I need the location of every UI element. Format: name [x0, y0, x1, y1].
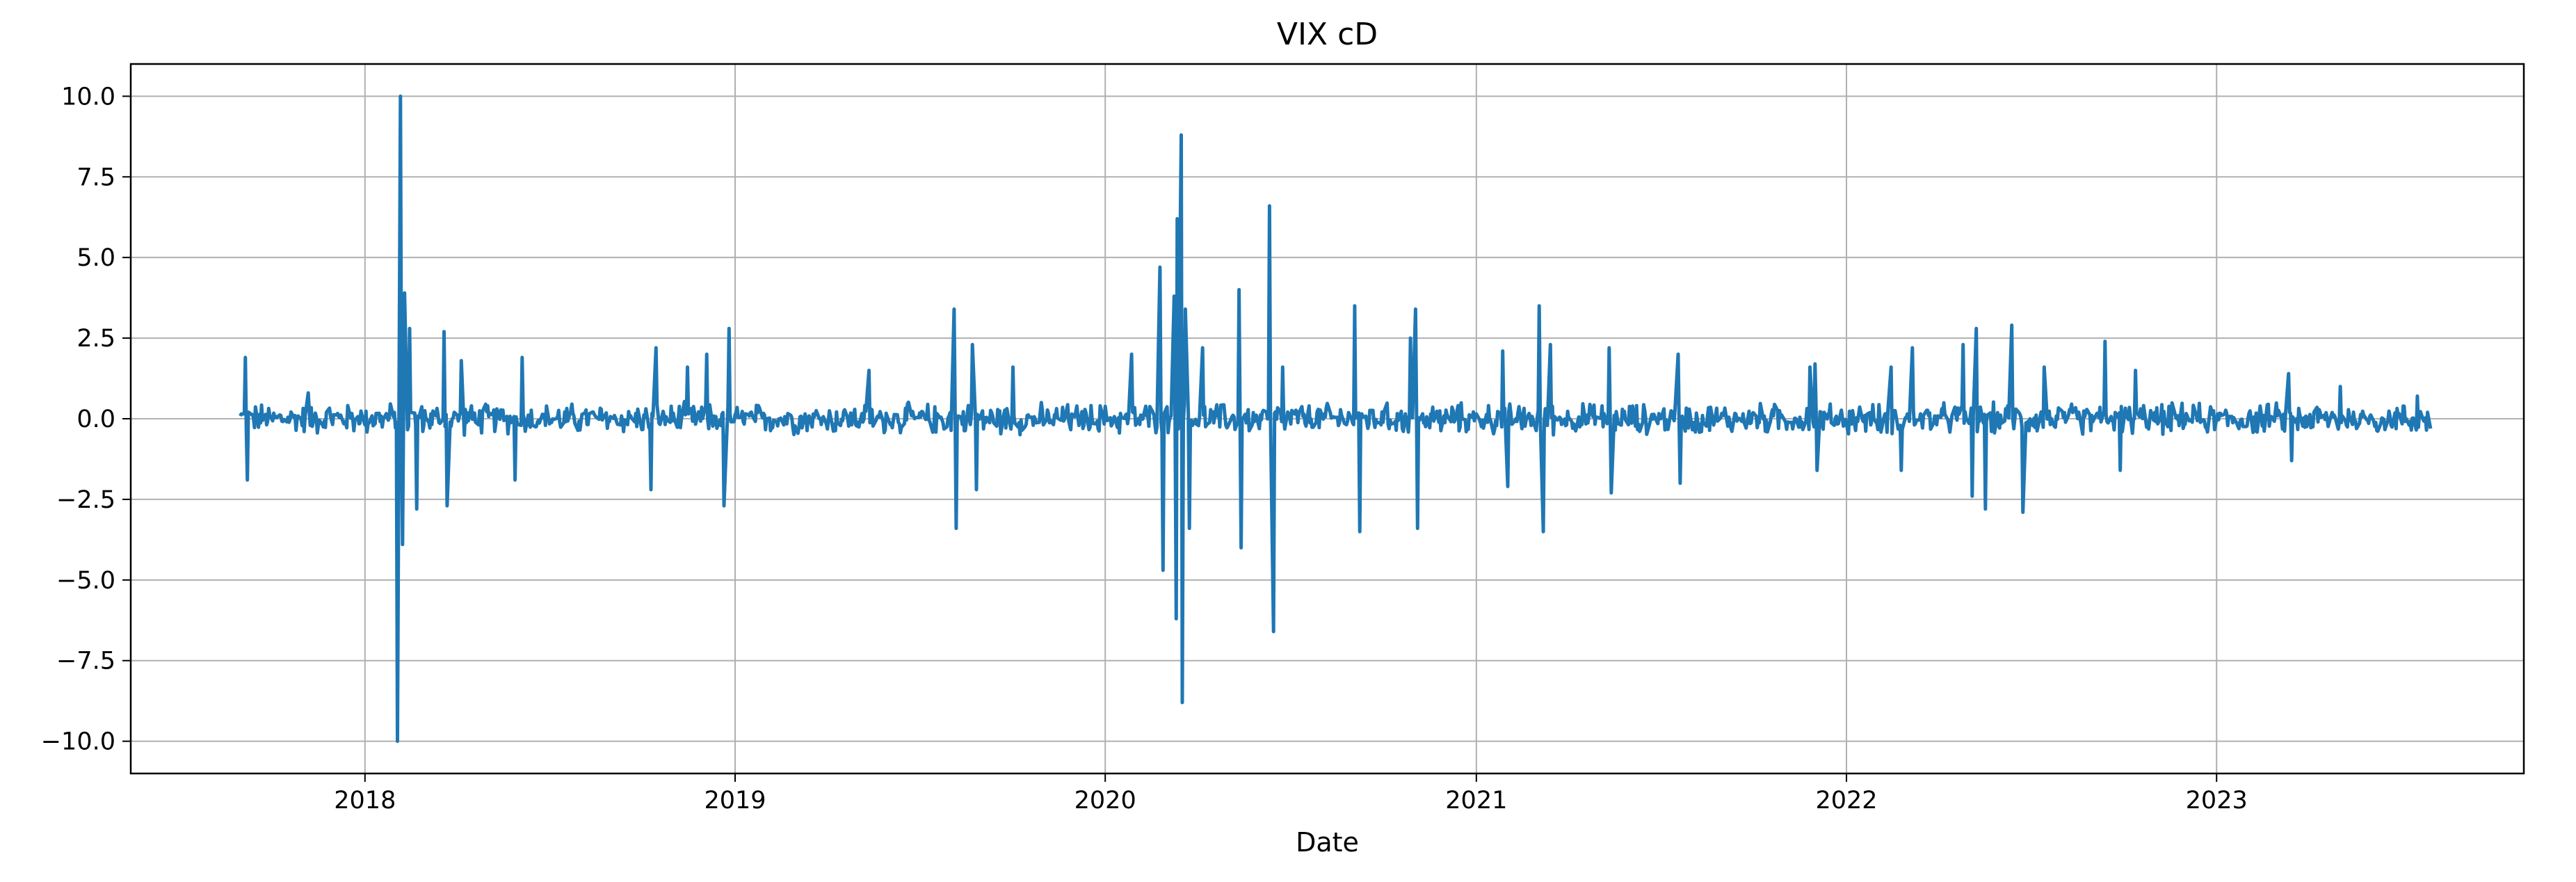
- y-tick-label: 2.5: [77, 325, 115, 353]
- y-tick-label: 5.0: [77, 244, 115, 272]
- y-tick-label: −7.5: [56, 648, 115, 675]
- chart-title: VIX cD: [1277, 17, 1378, 52]
- y-tick-label: 7.5: [77, 163, 115, 191]
- series-line: [239, 94, 2433, 744]
- y-axis: 10.0 7.5 5.0 2.5 0.0 −2.5 −5.0 −7.5 −10.0: [41, 83, 131, 756]
- x-tick-label: 2023: [2186, 787, 2248, 815]
- y-tick-label: 10.0: [61, 83, 115, 111]
- x-tick-label: 2022: [1815, 787, 1877, 815]
- y-tick-label: 0.0: [77, 406, 115, 433]
- x-axis: 2018 2019 2020 2021 2022 2023: [334, 773, 2248, 815]
- y-tick-label: −10.0: [41, 728, 115, 756]
- x-axis-title: Date: [1296, 827, 1359, 858]
- y-tick-label: −2.5: [56, 486, 115, 514]
- x-tick-label: 2019: [704, 787, 766, 815]
- x-tick-label: 2021: [1445, 787, 1507, 815]
- x-tick-label: 2018: [334, 787, 396, 815]
- y-tick-label: −5.0: [56, 567, 115, 595]
- x-tick-label: 2020: [1074, 787, 1136, 815]
